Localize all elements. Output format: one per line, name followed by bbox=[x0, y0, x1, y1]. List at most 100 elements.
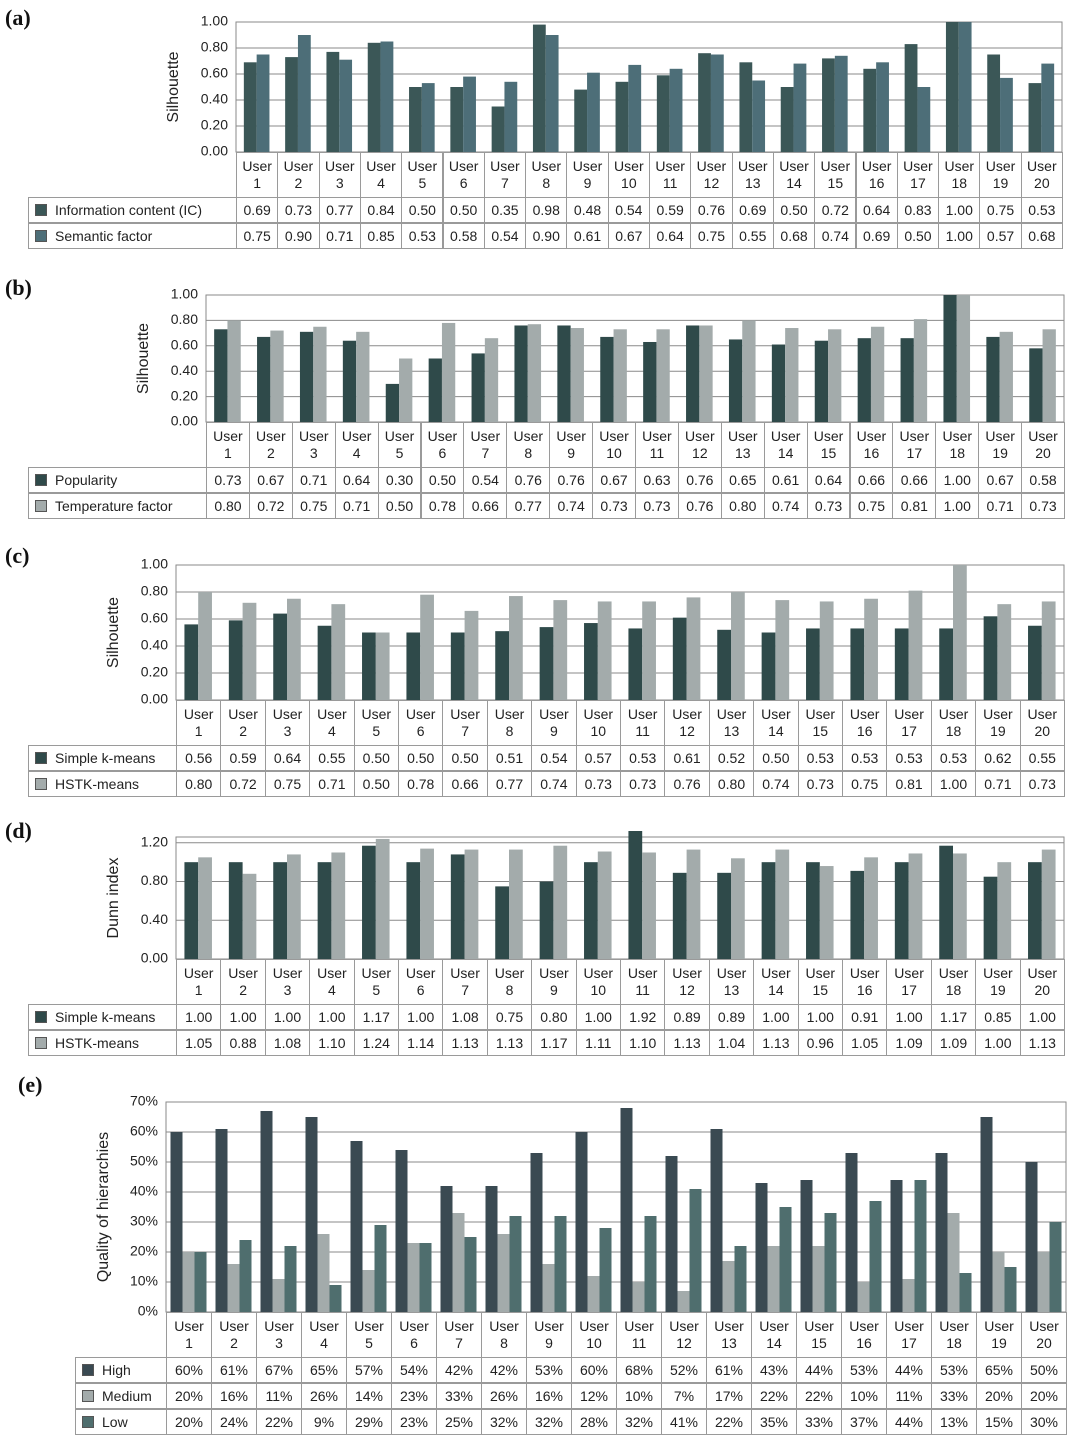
data-label: 0.71 bbox=[975, 771, 1021, 797]
bar bbox=[863, 68, 877, 152]
bar bbox=[214, 329, 228, 422]
data-label: 44% bbox=[796, 1357, 842, 1383]
bar bbox=[986, 336, 1000, 422]
bar bbox=[992, 1252, 1005, 1312]
bar bbox=[742, 320, 756, 422]
data-label: 37% bbox=[841, 1409, 887, 1435]
bar bbox=[672, 872, 687, 959]
data-label: 35% bbox=[751, 1409, 797, 1435]
data-label: 60% bbox=[571, 1357, 617, 1383]
bar bbox=[198, 592, 212, 700]
bar bbox=[656, 75, 670, 152]
x-tick-label: User 16 bbox=[842, 959, 888, 1005]
bar bbox=[722, 1261, 735, 1312]
bar bbox=[999, 331, 1013, 422]
x-tick-label: User 7 bbox=[483, 152, 527, 198]
y-tick-label: 0.80 bbox=[141, 872, 168, 888]
y-tick-label: 50% bbox=[130, 1153, 158, 1169]
data-label: 1.00 bbox=[938, 197, 981, 223]
x-tick-label: User 5 bbox=[401, 152, 444, 198]
bars bbox=[214, 295, 1056, 422]
x-tick-label: User 7 bbox=[463, 422, 508, 468]
x-tick-label: User 20 bbox=[1019, 959, 1065, 1005]
bar bbox=[409, 87, 422, 152]
data-label: 20% bbox=[976, 1383, 1022, 1409]
data-label: 0.53 bbox=[842, 745, 888, 771]
x-tick-label: User 11 bbox=[616, 1312, 662, 1358]
bar bbox=[686, 597, 701, 700]
bar bbox=[362, 632, 376, 700]
data-label: 0.61 bbox=[763, 467, 808, 493]
data-label: 1.13 bbox=[486, 1030, 533, 1056]
data-label: 20% bbox=[166, 1409, 212, 1435]
data-label: 0.90 bbox=[525, 223, 568, 249]
bar bbox=[779, 1207, 792, 1312]
bar bbox=[717, 872, 731, 959]
legend-swatch bbox=[35, 1037, 47, 1049]
bar bbox=[1028, 625, 1042, 700]
x-tick-label: User 17 bbox=[886, 700, 932, 746]
bar bbox=[780, 87, 794, 152]
data-label: 10% bbox=[616, 1383, 662, 1409]
x-tick-label: User 19 bbox=[975, 700, 1021, 746]
bar bbox=[806, 628, 820, 700]
bar bbox=[894, 628, 909, 700]
bar bbox=[642, 852, 656, 959]
x-tick-label: User 15 bbox=[796, 1312, 842, 1358]
data-label: 30% bbox=[1021, 1409, 1067, 1435]
bar bbox=[628, 831, 643, 959]
data-label: 0.80 bbox=[206, 493, 250, 519]
data-label: 1.05 bbox=[842, 1030, 888, 1056]
bar bbox=[958, 22, 972, 152]
data-label: 9% bbox=[301, 1409, 347, 1435]
bar bbox=[728, 339, 743, 422]
bar bbox=[699, 325, 713, 422]
bar bbox=[902, 1279, 915, 1312]
data-label: 0.50 bbox=[896, 223, 940, 249]
bar bbox=[504, 81, 518, 152]
bar bbox=[557, 325, 571, 422]
x-tick-label: User 19 bbox=[975, 959, 1021, 1005]
bar bbox=[767, 1246, 780, 1312]
bar bbox=[270, 330, 284, 422]
x-tick-label: User 15 bbox=[797, 959, 843, 1005]
x-tick-label: User 5 bbox=[346, 1312, 392, 1358]
bar bbox=[959, 1273, 972, 1312]
x-tick-label: User 15 bbox=[806, 422, 851, 468]
legend-entry: HSTK-means bbox=[28, 771, 177, 797]
bar bbox=[356, 331, 370, 422]
data-label: 1.00 bbox=[220, 1004, 266, 1030]
bar bbox=[597, 601, 612, 700]
x-tick-label: User 8 bbox=[506, 422, 551, 468]
data-label: 0.67 bbox=[592, 467, 636, 493]
bar bbox=[491, 106, 505, 152]
bar bbox=[440, 1186, 453, 1312]
data-label: 0.89 bbox=[664, 1004, 710, 1030]
bar bbox=[717, 629, 731, 700]
y-axis-label: Dunn index bbox=[105, 858, 122, 939]
x-tick-label: User 17 bbox=[886, 959, 932, 1005]
bar bbox=[917, 87, 931, 152]
legend-swatch bbox=[35, 500, 47, 512]
x-tick-label: User 11 bbox=[620, 700, 666, 746]
bar bbox=[452, 1213, 465, 1312]
data-label: 53% bbox=[931, 1357, 977, 1383]
x-tick-label: User 6 bbox=[398, 700, 444, 746]
bar bbox=[495, 886, 509, 959]
x-tick-label: User 8 bbox=[525, 152, 568, 198]
data-label: 53% bbox=[526, 1357, 572, 1383]
x-tick-label: User 18 bbox=[935, 422, 980, 468]
bar bbox=[1025, 1162, 1038, 1312]
bar bbox=[587, 72, 600, 152]
y-tick-label: 30% bbox=[130, 1213, 158, 1229]
bar bbox=[485, 1186, 498, 1312]
bar bbox=[864, 857, 878, 959]
bar bbox=[297, 35, 311, 152]
data-label: 0.62 bbox=[975, 745, 1021, 771]
plot-area bbox=[235, 21, 1063, 153]
bar bbox=[570, 328, 584, 422]
bar bbox=[752, 80, 766, 152]
x-tick-label: User 8 bbox=[481, 1312, 527, 1358]
x-tick-label: User 16 bbox=[855, 152, 898, 198]
bar bbox=[672, 617, 687, 700]
